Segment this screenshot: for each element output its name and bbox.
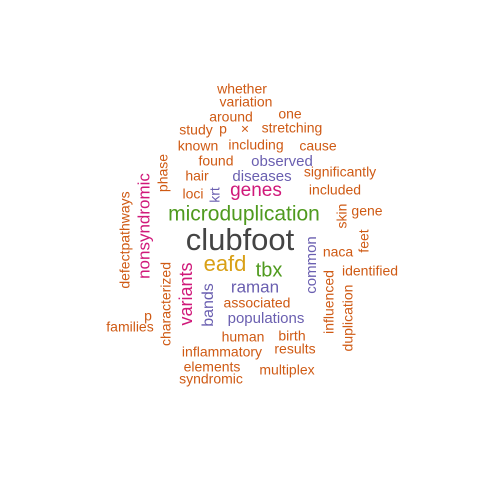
cloud-word: phase bbox=[155, 154, 171, 192]
cloud-word: families bbox=[106, 319, 153, 335]
cloud-word: populations bbox=[228, 310, 305, 327]
cloud-word: found bbox=[198, 153, 233, 169]
cloud-word: p bbox=[144, 308, 152, 324]
cloud-word: identified bbox=[342, 263, 398, 279]
cloud-word: included bbox=[309, 182, 361, 198]
cloud-word: human bbox=[222, 329, 265, 345]
cloud-word: including bbox=[228, 137, 283, 153]
cloud-word: genes bbox=[230, 180, 282, 201]
cloud-word: one bbox=[278, 106, 302, 122]
cloud-word: cause bbox=[299, 138, 337, 154]
cloud-word: common bbox=[303, 236, 320, 294]
cloud-word: naca bbox=[323, 244, 354, 260]
cloud-word: hair bbox=[185, 168, 209, 184]
cloud-word: defectpathways bbox=[117, 191, 133, 288]
cloud-word: around bbox=[209, 109, 253, 125]
cloud-word: tbx bbox=[256, 259, 283, 281]
cloud-word: characterized bbox=[158, 262, 174, 346]
cloud-word: eafd bbox=[204, 251, 247, 276]
cloud-word: loci bbox=[182, 186, 203, 202]
cloud-word: diseases bbox=[232, 168, 291, 185]
cloud-word: × bbox=[241, 121, 249, 137]
cloud-word: feet bbox=[356, 229, 372, 252]
cloud-word: known bbox=[178, 138, 218, 154]
cloud-word: influenced bbox=[321, 270, 337, 334]
cloud-word: gene bbox=[351, 203, 382, 219]
cloud-word: p bbox=[219, 121, 227, 137]
cloud-word: krt bbox=[207, 187, 223, 203]
cloud-word: stretching bbox=[262, 120, 323, 136]
cloud-word: inflammatory bbox=[182, 344, 262, 360]
cloud-word: results bbox=[274, 341, 315, 357]
cloud-word: syndromic bbox=[179, 371, 243, 387]
cloud-word: bands bbox=[200, 283, 217, 327]
cloud-word: elements bbox=[184, 359, 241, 375]
cloud-word: skin bbox=[334, 204, 350, 229]
cloud-word: associated bbox=[224, 295, 291, 311]
cloud-word: variation bbox=[220, 94, 273, 110]
cloud-word: significantly bbox=[304, 164, 376, 180]
cloud-word: study bbox=[179, 122, 212, 138]
cloud-word: variants bbox=[176, 262, 196, 325]
cloud-word: raman bbox=[231, 277, 279, 296]
cloud-word: duplication bbox=[340, 285, 356, 352]
cloud-word: microduplication bbox=[168, 203, 320, 226]
cloud-word: multiplex bbox=[259, 362, 314, 378]
cloud-word: clubfoot bbox=[186, 222, 295, 257]
cloud-word: whether bbox=[216, 81, 267, 97]
cloud-word: birth bbox=[278, 328, 305, 344]
cloud-word: nonsyndromic bbox=[134, 173, 153, 279]
cloud-word: observed bbox=[251, 153, 313, 170]
